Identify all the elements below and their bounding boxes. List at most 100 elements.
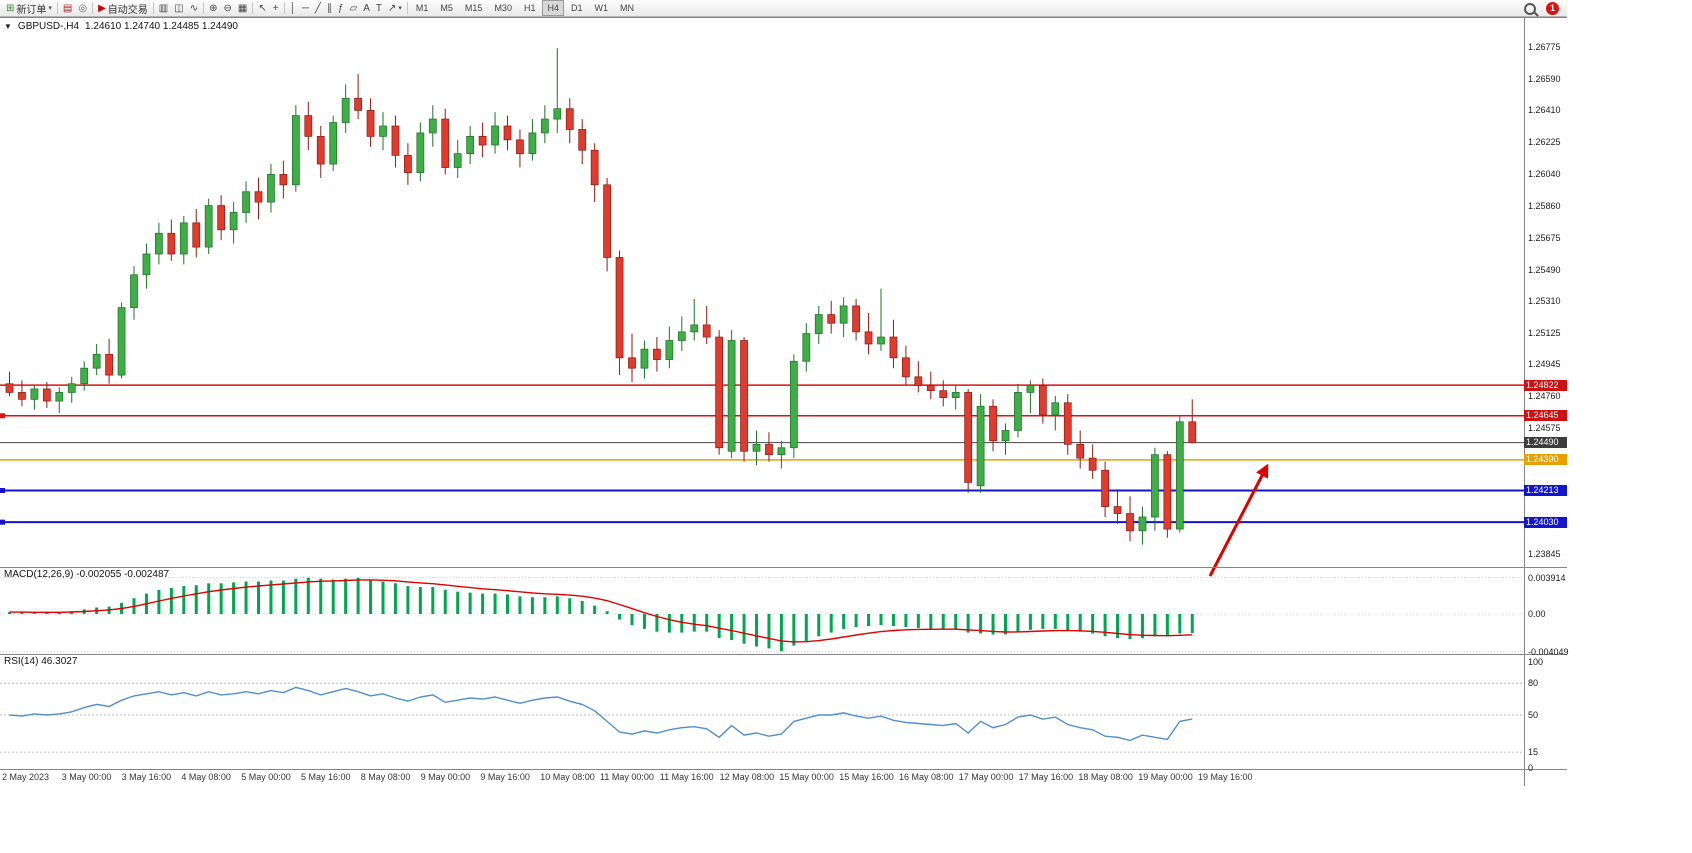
shapes-button[interactable]: ▱ xyxy=(347,1,361,16)
price-axis-label: 1.25675 xyxy=(1528,232,1561,243)
fibonacci-icon: ƒ xyxy=(337,2,344,14)
time-axis-label: 19 May 00:00 xyxy=(1138,772,1193,782)
timeframe-m5[interactable]: M5 xyxy=(440,3,453,13)
rsi-axis-label: 15 xyxy=(1528,747,1539,758)
mt4-window: ⊞ 新订单 ▾ ▤ ◎ ▶ 自动交易 ▥ ◫ ∿ ⊕ ⊖ ▦ ↖ + │ ─ ╱ ∥ ƒ ▱ A T ↗ ▾ M1 M5 M15 M3… xyxy=(0,0,1567,853)
bar-chart-type-button[interactable]: ▥ xyxy=(156,1,171,16)
toolbar-separator xyxy=(252,2,254,14)
line-chart-type-icon: ∿ xyxy=(189,2,199,14)
time-axis-label: 17 May 00:00 xyxy=(958,772,1014,782)
channel-icon: ∥ xyxy=(326,2,332,14)
symbol-period-label: GBPUSD-,H4 xyxy=(17,21,80,32)
label-button[interactable]: T xyxy=(373,1,385,16)
bar-chart-type-icon: ▥ xyxy=(158,2,169,14)
price-axis-label: 1.23845 xyxy=(1528,549,1561,560)
timeframe-d1[interactable]: D1 xyxy=(570,3,583,13)
timeframe-w1[interactable]: W1 xyxy=(594,3,609,13)
fibonacci-button[interactable]: ƒ xyxy=(335,1,347,16)
time-axis-label: 11 May 00:00 xyxy=(600,772,654,782)
chart-area[interactable]: ▼ GBPUSD-,H4 1.24610 1.24740 1.24485 1.2… xyxy=(0,17,1569,786)
rsi-name: RSI(14) xyxy=(4,656,39,667)
line-chart-type-button[interactable]: ∿ xyxy=(187,1,201,16)
new-order-button[interactable]: ⊞ 新订单 ▾ xyxy=(3,1,55,16)
rsi-axis-label: 80 xyxy=(1528,678,1539,689)
toolbar-separator xyxy=(406,2,408,14)
price-axis-label: 1.24945 xyxy=(1528,358,1561,369)
rsi-line xyxy=(9,686,1193,742)
tile-windows-button[interactable]: ▦ xyxy=(235,1,250,16)
timeframe-m1[interactable]: M1 xyxy=(415,3,429,13)
price-tag: 1.24213 xyxy=(1524,485,1567,496)
text-button[interactable]: A xyxy=(360,1,373,16)
timeframe-h4[interactable]: H4 xyxy=(542,0,564,16)
auto-trading-button-label: 自动交易 xyxy=(107,4,148,16)
toolbar-separator xyxy=(203,2,205,14)
price-tag: 1.24390 xyxy=(1524,454,1567,466)
toolbar: ⊞ 新订单 ▾ ▤ ◎ ▶ 自动交易 ▥ ◫ ∿ ⊕ ⊖ ▦ ↖ + │ ─ ╱ ∥ ƒ ▱ A T ↗ ▾ M1 M5 M15 M3… xyxy=(0,0,1567,17)
rsi-axis-label: 0 xyxy=(1528,763,1534,773)
cursor-icon: ↖ xyxy=(258,2,267,14)
time-axis-label: 3 May 00:00 xyxy=(61,772,112,782)
price-axis-label: 1.24760 xyxy=(1528,390,1561,401)
price-axis-label: 1.25125 xyxy=(1528,327,1561,338)
toolbar-buttons: ⊞ 新订单 ▾ ▤ ◎ ▶ 自动交易 ▥ ◫ ∿ ⊕ ⊖ ▦ ↖ + │ ─ ╱ ∥ ƒ ▱ A T ↗ ▾ xyxy=(3,1,410,16)
charts-bar-button[interactable]: ▤ xyxy=(60,1,75,16)
toolbar-separator xyxy=(283,2,285,14)
price-tag: 1.24030 xyxy=(1524,516,1567,528)
candlestick-chart-type-icon: ◫ xyxy=(174,2,184,14)
price-axis-label: 1.25860 xyxy=(1528,200,1561,211)
price-axis-label: 1.26590 xyxy=(1528,74,1561,85)
crosshair-button[interactable]: + xyxy=(270,1,282,16)
panel-borders xyxy=(0,17,1567,786)
toolbar-separator xyxy=(56,2,58,14)
profiles-button[interactable]: ◎ xyxy=(75,1,90,16)
time-axis-label: 3 May 16:00 xyxy=(121,772,172,782)
notification-badge[interactable]: 1 xyxy=(1546,2,1559,15)
price-tag: 1.24822 xyxy=(1524,379,1567,391)
time-axis-label: 9 May 00:00 xyxy=(420,772,471,782)
price-axis-label: 1.25310 xyxy=(1528,295,1561,306)
price-axis-label: 1.26225 xyxy=(1528,137,1561,148)
crosshair-icon: + xyxy=(272,2,279,14)
toolbar-separator xyxy=(92,2,94,14)
timeframe-h1[interactable]: H1 xyxy=(523,3,536,13)
time-axis-label: 8 May 08:00 xyxy=(360,772,411,782)
timeframe-m15[interactable]: M15 xyxy=(464,3,483,13)
arrows-icon: ↗ xyxy=(387,2,397,14)
search-icon[interactable] xyxy=(1524,2,1536,15)
chart-plot[interactable] xyxy=(0,17,1567,786)
arrow-annotation[interactable] xyxy=(1208,463,1269,577)
macd-axis-label: 0.003914 xyxy=(1528,572,1566,583)
macd-main-value: -0.002055 xyxy=(76,569,122,580)
zoom-out-icon: ⊖ xyxy=(223,2,232,14)
timeframe-mn[interactable]: MN xyxy=(620,3,634,13)
time-axis-label: 15 May 00:00 xyxy=(779,772,834,782)
price-axis-label: 1.26410 xyxy=(1528,105,1561,116)
horizontal-line-icon: ─ xyxy=(301,2,309,14)
channel-button[interactable]: ∥ xyxy=(324,1,335,16)
horizontal-lines[interactable] xyxy=(0,384,1524,525)
candlestick-chart-type-button[interactable]: ◫ xyxy=(171,1,186,16)
new-order-button-label: 新订单 xyxy=(16,4,47,16)
trendline-button[interactable]: ╱ xyxy=(312,1,324,16)
time-axis-label: 5 May 16:00 xyxy=(301,772,351,782)
chart-collapse-icon[interactable]: ▼ xyxy=(4,22,12,31)
time-axis-label: 17 May 16:00 xyxy=(1018,772,1074,782)
toolbar-separator xyxy=(152,2,154,14)
horizontal-line-button[interactable]: ─ xyxy=(299,1,312,16)
cursor-button[interactable]: ↖ xyxy=(255,1,269,16)
price-axis-label: 1.24575 xyxy=(1528,422,1561,433)
profiles-icon: ◎ xyxy=(78,2,88,14)
vertical-line-button[interactable]: │ xyxy=(287,1,299,16)
zoom-out-button[interactable]: ⊖ xyxy=(220,1,234,16)
price-axis-label: 1.26040 xyxy=(1528,169,1561,180)
timeframe-m30[interactable]: M30 xyxy=(494,3,512,13)
arrows-button[interactable]: ↗ ▾ xyxy=(385,1,405,16)
chevron-down-icon: ▾ xyxy=(48,5,52,12)
macd-label-row: MACD(12,26,9) -0.002055 -0.002487 xyxy=(4,569,169,580)
tile-windows-icon: ▦ xyxy=(237,2,248,14)
macd-axis-label: -0.004049 xyxy=(1528,646,1569,657)
chart-title-row: ▼ GBPUSD-,H4 1.24610 1.24740 1.24485 1.2… xyxy=(4,21,238,32)
auto-trading-button[interactable]: ▶ 自动交易 xyxy=(95,1,151,16)
zoom-in-button[interactable]: ⊕ xyxy=(206,1,220,16)
